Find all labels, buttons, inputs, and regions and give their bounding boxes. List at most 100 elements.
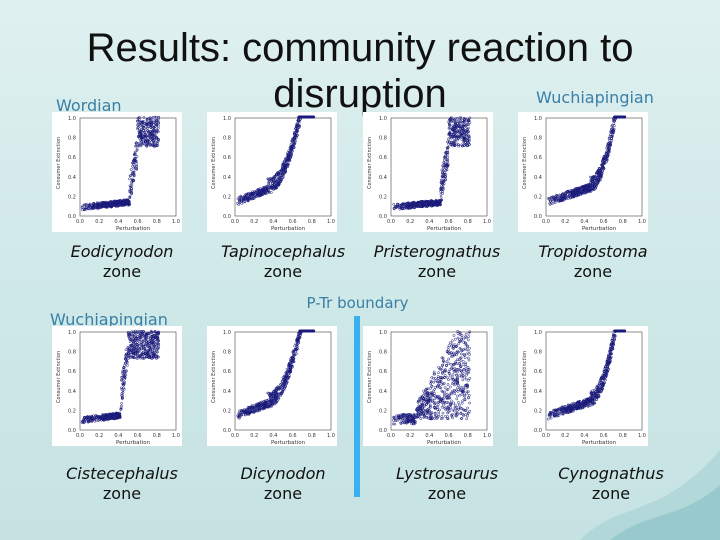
point-cloud <box>392 115 472 211</box>
data-point <box>453 378 457 382</box>
data-point <box>80 421 84 424</box>
data-point <box>455 414 458 418</box>
data-point <box>405 416 409 420</box>
data-point <box>143 352 147 355</box>
point-cloud <box>391 330 472 426</box>
data-point <box>122 386 126 390</box>
data-point <box>87 420 91 424</box>
data-point <box>83 415 86 419</box>
data-point <box>271 180 275 183</box>
data-point <box>273 392 277 395</box>
data-point <box>441 359 445 362</box>
data-point <box>281 175 285 179</box>
data-point <box>453 390 457 394</box>
data-point <box>458 120 462 123</box>
data-point <box>131 354 135 357</box>
x-tick-label: 1.0 <box>483 433 491 439</box>
data-point <box>468 377 472 380</box>
data-point <box>458 368 462 372</box>
data-point <box>580 191 584 195</box>
data-point <box>259 187 262 190</box>
data-point <box>467 137 471 140</box>
data-point <box>440 168 444 172</box>
period-label-wuchiapingian-middle: Wuchiapingian <box>50 310 168 328</box>
data-point <box>445 395 449 398</box>
data-point <box>393 422 397 426</box>
data-point <box>238 411 242 415</box>
data-point <box>450 413 453 417</box>
data-point <box>144 136 147 140</box>
data-point <box>454 361 457 365</box>
data-point <box>416 201 420 204</box>
data-point <box>129 355 132 359</box>
data-point <box>114 417 118 420</box>
data-point <box>121 383 125 387</box>
data-point <box>148 132 152 135</box>
data-point <box>463 335 467 339</box>
data-point <box>440 389 444 393</box>
data-point <box>602 166 605 170</box>
data-point <box>457 129 461 133</box>
y-axis-label: Consumer Extinction <box>211 351 217 403</box>
data-point <box>134 347 137 350</box>
data-point <box>453 121 457 124</box>
data-point <box>103 202 106 205</box>
data-point <box>254 404 258 408</box>
y-tick-label: 0.0 <box>68 214 76 220</box>
data-point <box>122 200 125 204</box>
data-point <box>262 400 266 403</box>
data-point <box>154 122 158 125</box>
data-point <box>445 364 448 368</box>
scatter-panel: 1.0 0.8 0.6 0.4 0.2 0.0 0.0 0.2 0.4 0.6 0.8 1.0 Pert… <box>363 326 493 446</box>
data-point <box>248 412 252 415</box>
data-point <box>150 331 154 334</box>
scatter-plot-dicynodon: 1.00.80.60.40.20.00.0 0.2 0.4 0.6 0.8 1.0Pert… <box>211 329 335 446</box>
data-point <box>268 394 272 398</box>
data-point <box>457 342 460 346</box>
data-point <box>85 202 88 206</box>
data-point <box>442 397 445 400</box>
data-point <box>447 122 451 125</box>
data-point <box>99 416 103 419</box>
data-point <box>154 129 157 133</box>
data-point <box>82 421 85 425</box>
data-point <box>312 329 316 333</box>
data-point <box>457 144 461 148</box>
data-point <box>104 205 108 209</box>
data-point <box>261 193 265 196</box>
data-point <box>561 193 564 197</box>
data-point <box>447 407 450 411</box>
data-point <box>153 330 157 334</box>
data-point <box>86 419 90 423</box>
data-point <box>155 336 158 340</box>
data-point <box>268 391 272 395</box>
x-axis-label: Perturbation <box>427 440 462 446</box>
data-point <box>432 376 435 380</box>
data-point <box>447 142 451 146</box>
data-point <box>424 388 427 392</box>
data-point <box>441 403 445 407</box>
data-point <box>267 405 271 408</box>
data-point <box>440 376 444 380</box>
data-point <box>419 417 423 420</box>
data-point <box>133 341 137 344</box>
data-point <box>456 394 459 398</box>
data-point <box>456 336 460 340</box>
data-point <box>280 380 284 383</box>
y-tick-label: 0.8 <box>223 136 231 142</box>
data-point <box>237 413 241 416</box>
data-point <box>455 373 458 377</box>
data-point <box>421 400 425 404</box>
point-cloud <box>236 329 316 420</box>
data-point <box>291 144 295 148</box>
data-point <box>619 115 622 119</box>
data-point <box>466 390 470 393</box>
data-point <box>459 411 463 415</box>
data-point <box>286 155 289 159</box>
y-tick-label: 0.4 <box>379 389 387 395</box>
data-point <box>412 205 415 208</box>
data-point <box>282 172 286 175</box>
data-point <box>268 177 272 181</box>
data-point <box>433 404 437 408</box>
scatter-panel: 1.0 0.8 0.6 0.4 0.2 0.0 0.0 0.2 0.4 0.6 0.8 1.0 Pert… <box>207 326 337 446</box>
